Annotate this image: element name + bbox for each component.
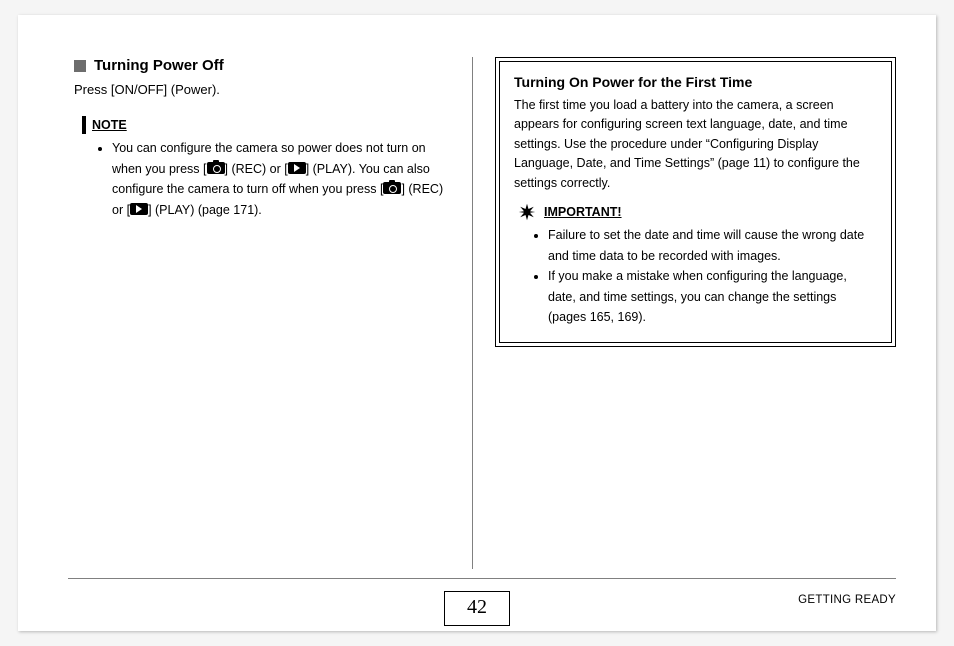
camera-icon [207,162,225,174]
two-column-layout: Turning Power Off Press [ON/OFF] (Power)… [74,57,896,569]
footer-rule [68,578,896,579]
play-icon [288,162,306,174]
note-text-2: ] (REC) or [ [225,162,288,176]
body-paragraph: Press [ON/OFF] (Power). [74,80,452,100]
callout-box-inner: Turning On Power for the First Time The … [499,61,892,343]
camera-icon [383,182,401,194]
box-title: Turning On Power for the First Time [514,74,877,90]
box-body: The first time you load a battery into t… [514,96,877,193]
important-item: Failure to set the date and time will ca… [548,225,877,266]
important-heading-row: IMPORTANT! [518,203,877,221]
note-text-5: ] (PLAY) (page 171). [148,203,262,217]
note-heading-row: NOTE [82,116,452,134]
callout-box-outer: Turning On Power for the First Time The … [495,57,896,347]
important-item: If you make a mistake when configuring t… [548,266,877,328]
note-list: You can configure the camera so power do… [74,138,452,221]
footer-section-label: GETTING READY [798,594,896,606]
note-bar-icon [82,116,86,134]
note-block: NOTE You can configure the camera so pow… [74,116,452,221]
manual-page: Turning Power Off Press [ON/OFF] (Power)… [18,15,936,631]
square-bullet-icon [74,60,86,72]
starburst-icon [518,203,536,221]
important-label: IMPORTANT! [544,205,622,219]
play-icon [130,203,148,215]
right-column: Turning On Power for the First Time The … [473,57,896,569]
note-item: You can configure the camera so power do… [112,138,452,221]
left-column: Turning Power Off Press [ON/OFF] (Power)… [74,57,472,569]
note-label: NOTE [92,118,127,132]
important-list: Failure to set the date and time will ca… [514,225,877,328]
section-heading-row: Turning Power Off [74,57,452,74]
page-number: 42 [444,591,510,626]
section-title: Turning Power Off [94,57,224,74]
